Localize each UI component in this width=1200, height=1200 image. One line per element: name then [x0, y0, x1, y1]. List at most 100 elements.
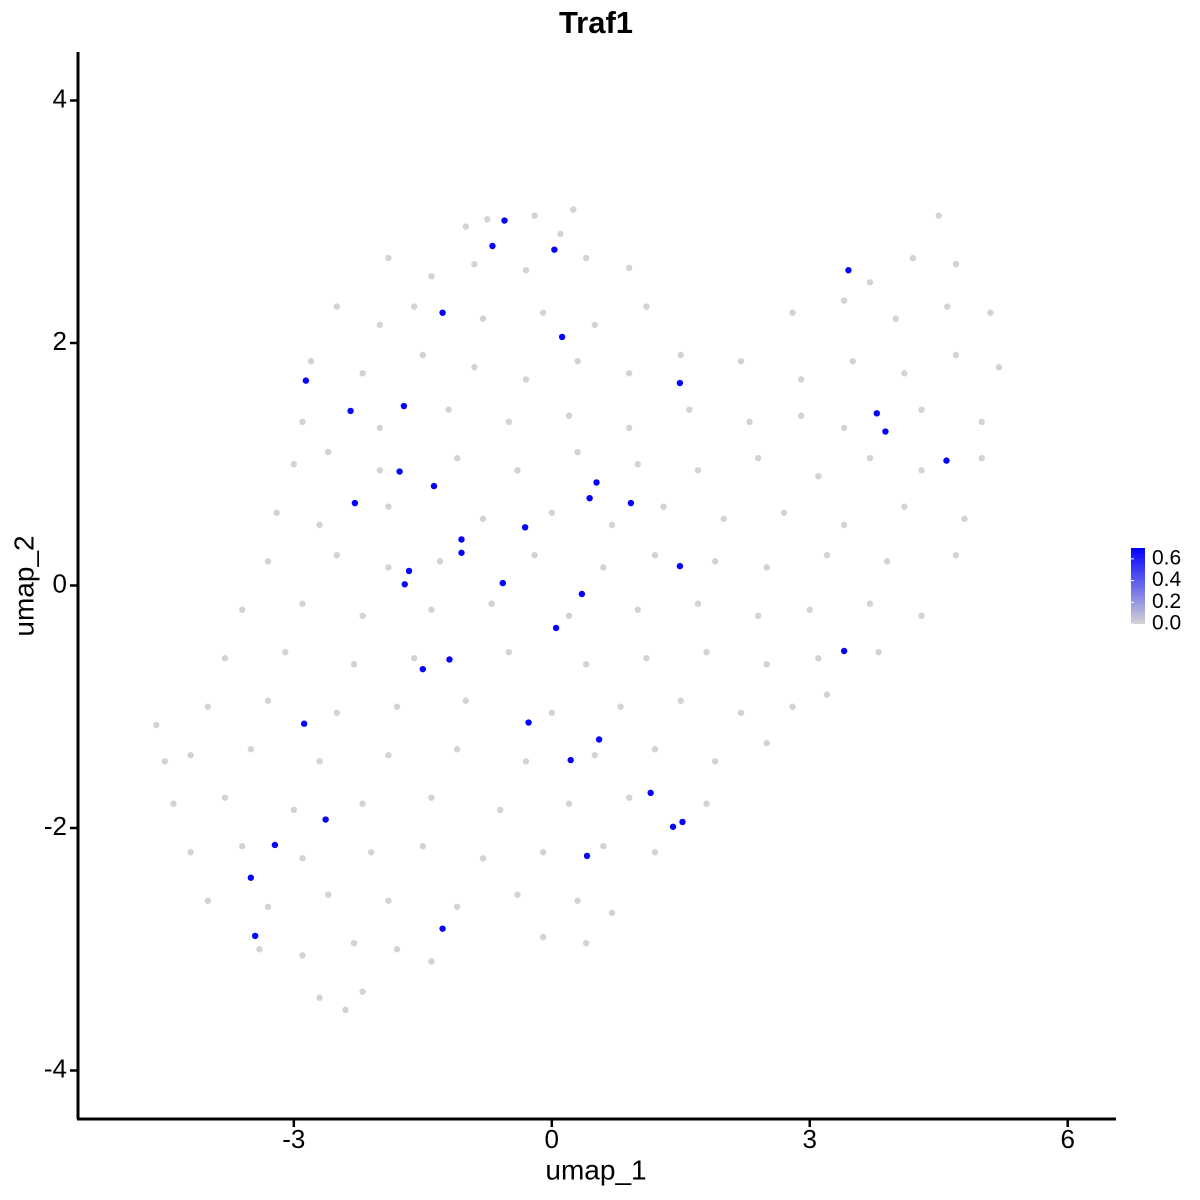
cell-point	[385, 897, 392, 904]
cell-point	[385, 752, 392, 759]
cell-point	[333, 709, 341, 717]
cell-point	[514, 891, 521, 898]
cell-point	[350, 939, 358, 947]
cell-point	[651, 745, 659, 753]
cell-point	[565, 412, 573, 419]
cell-point	[300, 720, 308, 727]
cell-point	[531, 212, 538, 219]
cell-point	[694, 600, 702, 607]
cell-point	[943, 457, 950, 464]
chart-title: Traf1	[559, 5, 633, 40]
cell-point	[446, 656, 453, 663]
cell-point	[531, 551, 538, 559]
cell-point	[686, 406, 693, 413]
colorbar-tick-label: 0.6	[1152, 546, 1181, 569]
cell-point	[586, 495, 593, 502]
cell-point	[396, 468, 403, 475]
cell-point	[430, 482, 438, 490]
cell-point	[439, 925, 446, 932]
cell-point	[204, 703, 212, 710]
cell-point	[333, 303, 341, 310]
cell-point	[428, 958, 435, 965]
cell-point	[299, 600, 306, 607]
cell-point	[393, 703, 401, 710]
cell-point	[625, 794, 633, 801]
cell-point	[359, 988, 366, 995]
cell-point	[797, 376, 805, 383]
cell-point	[591, 321, 598, 329]
cell-point	[634, 461, 641, 468]
cell-point	[567, 756, 574, 764]
cell-point	[660, 503, 667, 510]
cell-point	[694, 467, 702, 474]
cell-point	[677, 697, 684, 704]
cell-point	[608, 521, 616, 529]
cell-point	[325, 891, 332, 898]
cell-point	[711, 758, 719, 765]
cell-point	[806, 606, 813, 613]
cell-point	[501, 217, 508, 224]
cell-point	[583, 852, 591, 860]
cell-point	[617, 703, 624, 710]
cell-point	[290, 806, 298, 814]
cell-point	[840, 297, 848, 304]
cell-point	[840, 647, 848, 655]
cell-point	[488, 600, 495, 607]
y-tick-label: -2	[44, 811, 67, 841]
cell-point	[548, 509, 555, 516]
cell-point	[552, 624, 560, 632]
cell-point	[987, 309, 994, 316]
cell-point	[351, 499, 359, 507]
cell-point	[763, 564, 770, 571]
cell-point	[918, 406, 925, 413]
cell-point	[385, 503, 392, 510]
cell-point	[677, 351, 684, 359]
cell-point	[479, 315, 487, 322]
cell-point	[892, 315, 899, 322]
cell-point	[558, 333, 566, 341]
cell-point	[815, 473, 822, 480]
y-tick-label: 0	[53, 568, 67, 598]
cell-point	[170, 800, 177, 807]
cell-point	[273, 509, 280, 516]
cell-point	[376, 424, 384, 432]
cell-point	[316, 758, 323, 765]
cell-point	[918, 612, 925, 620]
x-tick-label: 3	[803, 1124, 817, 1154]
cell-point	[918, 467, 925, 474]
cell-point	[763, 661, 770, 668]
cell-point	[600, 842, 607, 850]
cell-point	[570, 206, 577, 213]
cell-point	[419, 351, 427, 359]
cell-point	[471, 364, 478, 371]
cell-point	[995, 364, 1003, 371]
cell-point	[703, 648, 710, 656]
cell-point	[264, 558, 272, 565]
y-tick-label: -4	[44, 1053, 67, 1083]
cell-point	[909, 254, 917, 262]
cell-point	[322, 816, 329, 823]
cell-point	[840, 521, 848, 529]
cell-point	[627, 499, 635, 507]
plot-points	[153, 206, 1003, 1014]
cell-point	[574, 357, 581, 365]
cell-point	[625, 264, 633, 272]
cell-point	[679, 818, 686, 826]
cell-point	[901, 370, 908, 377]
cell-point	[883, 558, 891, 565]
cell-point	[458, 549, 465, 556]
cell-point	[454, 903, 461, 911]
cell-point	[411, 655, 418, 662]
cell-point	[307, 357, 315, 365]
cell-point	[669, 823, 677, 830]
cell-point	[763, 739, 770, 747]
cell-point	[815, 655, 822, 662]
cell-point	[316, 521, 323, 529]
cell-point	[393, 946, 401, 953]
cell-point	[368, 849, 375, 856]
cell-point	[574, 897, 581, 904]
cell-point	[737, 357, 745, 365]
cell-point	[505, 418, 512, 426]
cell-point	[711, 558, 719, 565]
colorbar-tick-label: 0.2	[1152, 590, 1181, 613]
